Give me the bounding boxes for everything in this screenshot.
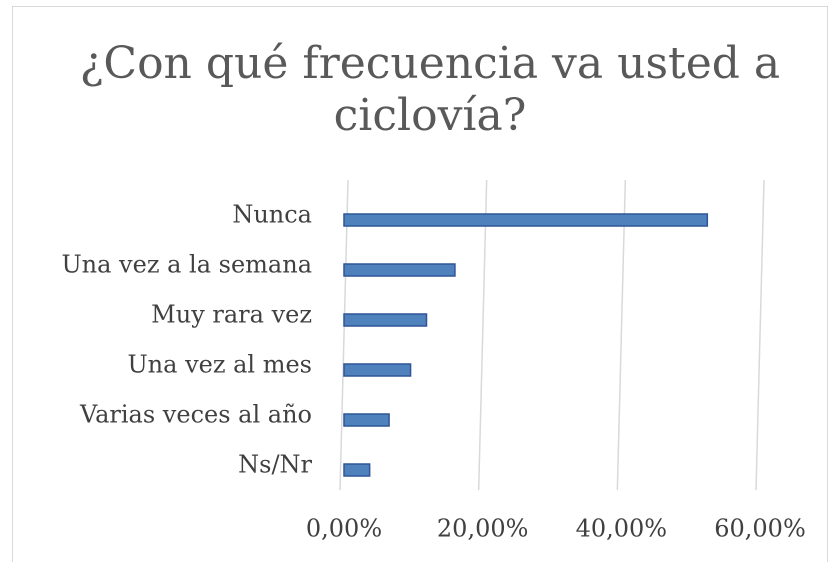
grid-line	[339, 179, 349, 491]
chart-title: ¿Con qué frecuencia va usted a ciclovía?	[79, 38, 781, 141]
bar	[343, 313, 428, 327]
y-tick-label: Nunca	[232, 201, 312, 229]
bar	[343, 263, 456, 277]
chart-frame	[12, 6, 828, 562]
x-tick-label: 0,00%	[306, 515, 382, 543]
grid-line	[755, 179, 765, 491]
x-tick-label: 20,00%	[437, 515, 529, 543]
x-tick-label: 60,00%	[714, 515, 806, 543]
grid-line	[477, 179, 488, 491]
y-tick-label: Varias veces al año	[79, 401, 312, 429]
y-tick-label: Muy rara vez	[151, 301, 312, 329]
y-tick-label: Ns/Nr	[238, 451, 312, 479]
bar	[343, 413, 390, 427]
bar	[343, 213, 709, 227]
y-tick-label: Una vez al mes	[127, 351, 312, 379]
bar	[343, 463, 371, 477]
bar	[343, 363, 412, 377]
x-tick-label: 40,00%	[576, 515, 668, 543]
y-tick-label: Una vez a la semana	[61, 251, 312, 279]
grid-line	[616, 179, 627, 491]
